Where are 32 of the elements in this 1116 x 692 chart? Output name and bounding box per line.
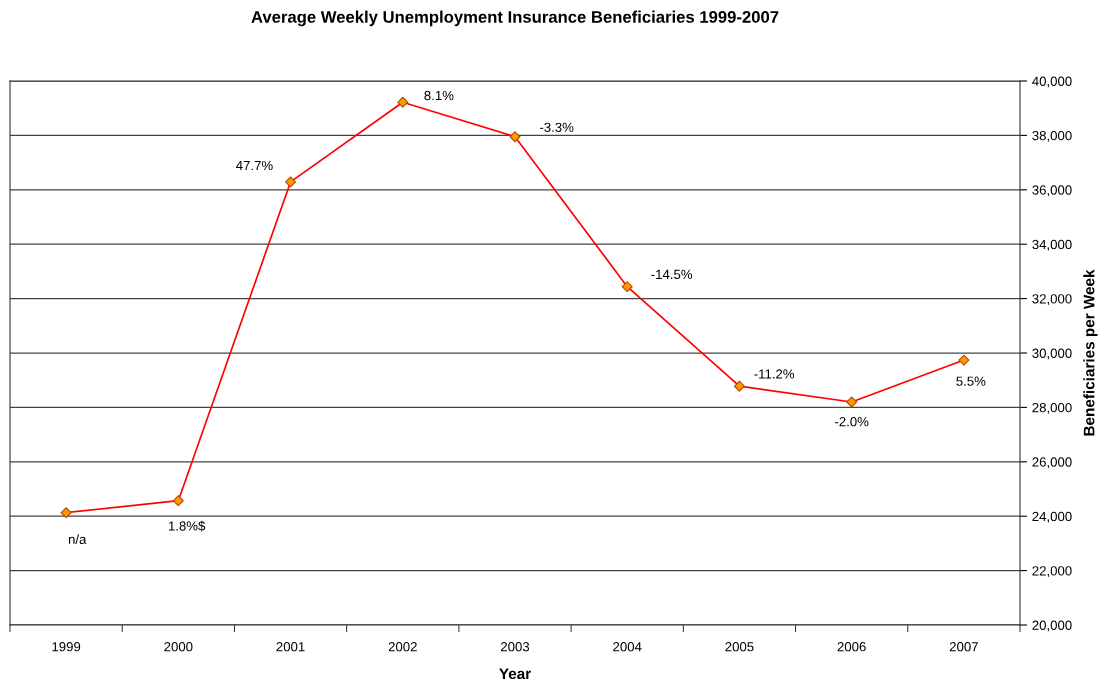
- x-axis-title: Year: [499, 668, 531, 680]
- annotation: -14.5%: [651, 269, 693, 280]
- y-tick-label: 30,000: [1032, 348, 1072, 360]
- annotation: 5.5%: [956, 376, 986, 386]
- y-tick-label: 34,000: [1032, 239, 1072, 251]
- x-tick-label: 2007: [949, 642, 978, 652]
- annotation: -11.2%: [754, 369, 795, 379]
- x-tick-label: 2003: [500, 642, 530, 652]
- annotation: 8.1%: [424, 90, 454, 101]
- y-tick-label: 28,000: [1032, 402, 1072, 414]
- y-tick-label: 32,000: [1032, 294, 1072, 306]
- y-axis-title: Beneficiaries per Week: [1083, 269, 1098, 436]
- chart-title: Average Weekly Unemployment Insurance Beneficiaries 1999-2007: [251, 10, 779, 27]
- annotation: -3.3%: [540, 122, 574, 132]
- x-tick-label: 2006: [837, 642, 866, 652]
- x-tick-label: 2001: [276, 642, 305, 652]
- annotation: -2.0%: [835, 416, 869, 427]
- x-tick-label: 2002: [388, 642, 417, 652]
- annotation: 1.8%$: [168, 520, 206, 532]
- x-tick-label: 2004: [613, 642, 642, 652]
- y-tick-label: 36,000: [1032, 185, 1072, 197]
- y-tick-label: 38,000: [1032, 130, 1072, 142]
- y-tick-label: 22,000: [1032, 566, 1072, 578]
- x-tick-label: 1999: [52, 642, 81, 652]
- y-tick-label: 24,000: [1032, 511, 1072, 523]
- x-tick-label: 2005: [725, 642, 754, 652]
- y-tick-label: 26,000: [1032, 457, 1072, 469]
- y-tick-label: 20,000: [1032, 620, 1072, 632]
- annotation: n/a: [68, 534, 87, 544]
- y-tick-label: 40,000: [1032, 76, 1072, 88]
- x-tick-label: 2000: [164, 642, 193, 652]
- annotation: 47.7%: [236, 160, 273, 171]
